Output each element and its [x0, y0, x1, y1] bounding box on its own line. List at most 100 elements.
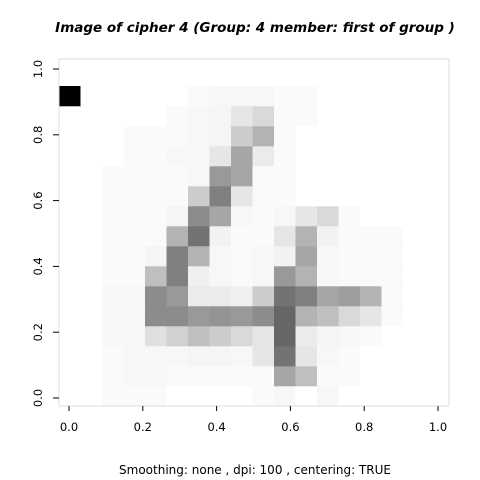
heatmap-cell [102, 166, 124, 187]
heatmap-cell [102, 106, 124, 127]
heatmap-cell [123, 346, 146, 367]
plot-frame [58, 58, 450, 407]
heatmap-cell [274, 306, 296, 327]
heatmap-cell [102, 126, 124, 147]
heatmap-cell [381, 126, 404, 147]
heatmap-cell [295, 246, 318, 267]
heatmap-cell [338, 86, 361, 107]
heatmap-cell [209, 166, 232, 187]
heatmap-cell [166, 186, 189, 207]
heatmap-cell [80, 86, 103, 107]
y-tick-label: 0.4 [31, 257, 45, 275]
heatmap-cell [360, 286, 382, 307]
heatmap-cell [145, 126, 167, 147]
heatmap-cell [209, 246, 232, 267]
heatmap-cell [381, 166, 404, 187]
heatmap-cell [338, 126, 361, 147]
heatmap-cell [209, 366, 232, 387]
heatmap-cell [231, 266, 253, 287]
heatmap-cell [381, 226, 404, 247]
heatmap-cell [209, 186, 232, 207]
heatmap-cell [59, 166, 81, 187]
heatmap-cell [231, 106, 253, 127]
heatmap-cell [295, 126, 318, 147]
heatmap-cell [145, 106, 167, 127]
heatmap-cell [102, 326, 124, 347]
heatmap-cell [360, 206, 382, 227]
heatmap-cell [338, 266, 361, 287]
heatmap-cell [123, 266, 146, 287]
heatmap-cell [360, 126, 382, 147]
heatmap-cell [80, 386, 103, 407]
heatmap-cell [59, 246, 81, 267]
heatmap-cell [166, 126, 189, 147]
heatmap-cell [338, 386, 361, 407]
heatmap-cell [295, 106, 318, 127]
x-tick-label: 0.2 [134, 420, 152, 434]
heatmap-cell [338, 186, 361, 207]
heatmap-cell [360, 246, 382, 267]
heatmap-cell [231, 386, 253, 407]
heatmap-cell [102, 206, 124, 227]
y-tick-label: 0.8 [31, 126, 45, 144]
heatmap-cell [360, 186, 382, 207]
x-tick-label: 1.0 [429, 420, 447, 434]
heatmap-cell [360, 366, 382, 387]
heatmap-cell [188, 326, 210, 347]
heatmap-cell [252, 246, 275, 267]
heatmap-cell [360, 106, 382, 127]
heatmap-cell [252, 186, 275, 207]
heatmap-cell [209, 146, 232, 167]
heatmap-cell [188, 246, 210, 267]
heatmap-cell [317, 346, 339, 367]
heatmap-cell [317, 266, 339, 287]
heatmap-cell [360, 326, 382, 347]
heatmap-cell [274, 146, 296, 167]
heatmap-cell [317, 126, 339, 147]
y-axis: 0.0 0.2 0.4 0.6 0.8 1.0 [31, 60, 59, 407]
heatmap-cell [252, 126, 275, 147]
heatmap-cell [166, 146, 189, 167]
x-tick-label: 0.8 [355, 420, 373, 434]
heatmap-cell [231, 206, 253, 227]
heatmap-cell [188, 126, 210, 147]
heatmap-cell [381, 246, 404, 267]
heatmap-cell [295, 186, 318, 207]
heatmap-cell [231, 166, 253, 187]
heatmap-cell [209, 206, 232, 227]
heatmap-cell [209, 346, 232, 367]
heatmap-cell [80, 166, 103, 187]
heatmap-cell [231, 306, 253, 327]
heatmap-cell [252, 366, 275, 387]
heatmap-cell [145, 286, 167, 307]
heatmap-cell [102, 346, 124, 367]
heatmap-cell [317, 306, 339, 327]
heatmap-cell [59, 126, 81, 147]
heatmap-cell [80, 246, 103, 267]
heatmap-cell [338, 366, 361, 387]
heatmap-cell [80, 206, 103, 227]
heatmap-cell [381, 106, 404, 127]
heatmap-cell [209, 286, 232, 307]
heatmap-cell [252, 166, 275, 187]
heatmap-cell [209, 86, 232, 107]
heatmap-cell [166, 266, 189, 287]
heatmap-cell [123, 126, 146, 147]
heatmap-cell [360, 306, 382, 327]
heatmap-cell [188, 166, 210, 187]
heatmap-cell [295, 206, 318, 227]
heatmap-cell [123, 246, 146, 267]
heatmap-cell [209, 326, 232, 347]
heatmap-cell [381, 326, 404, 347]
y-tick-label: 0.0 [31, 389, 45, 407]
heatmap-cell [252, 386, 275, 407]
y-tick-label: 0.2 [31, 323, 45, 341]
heatmap-cell [360, 386, 382, 407]
heatmap-cell [381, 346, 404, 367]
heatmap-cell [59, 206, 81, 227]
heatmap-cell [59, 366, 81, 387]
heatmap-cell [360, 346, 382, 367]
heatmap-cell [123, 146, 146, 167]
heatmap-cell [145, 146, 167, 167]
